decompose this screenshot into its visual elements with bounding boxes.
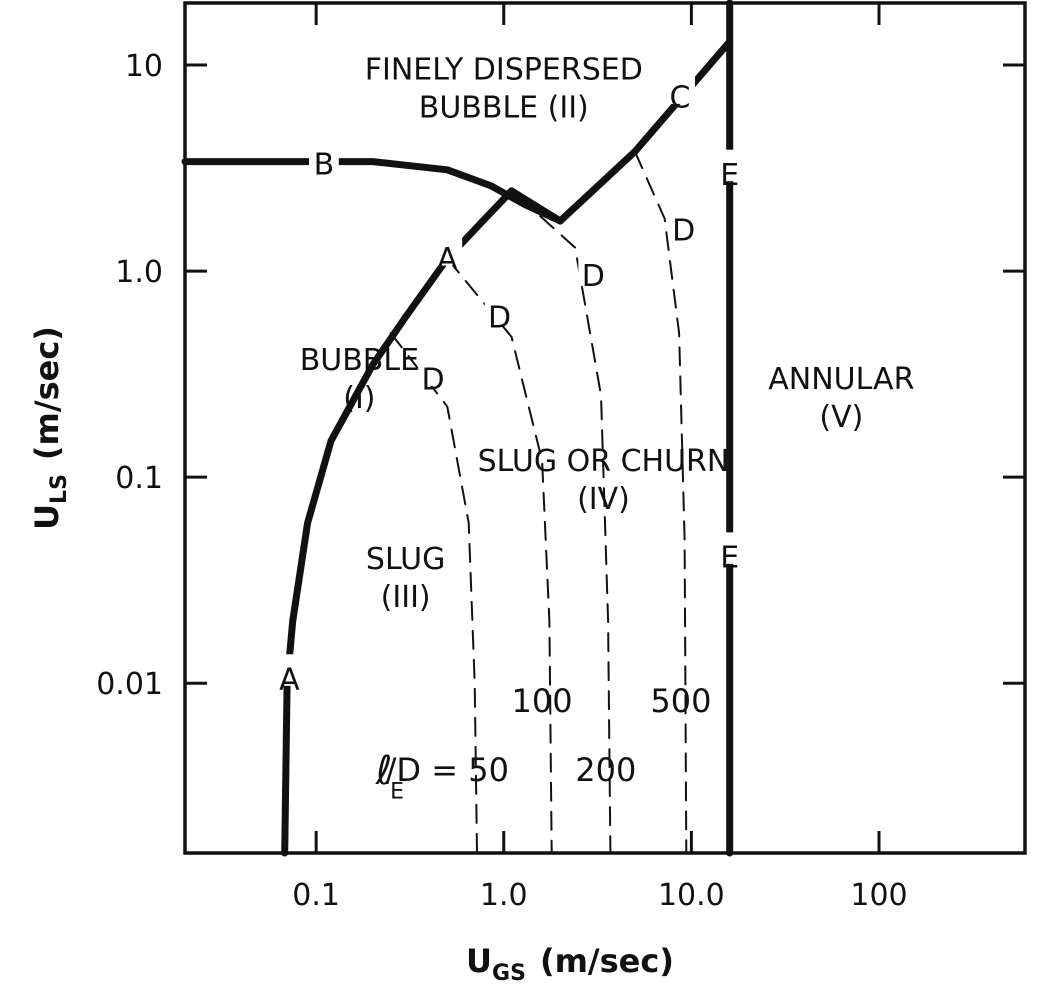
line-label: D bbox=[422, 362, 445, 397]
x-tick-label: 10.0 bbox=[658, 878, 725, 913]
x-tick-label: 0.1 bbox=[292, 878, 340, 913]
region-label: BUBBLE (II) bbox=[419, 91, 589, 126]
y-tick-label: 0.1 bbox=[115, 461, 163, 496]
line-label-bg bbox=[668, 205, 699, 238]
annotation-label: 100 bbox=[512, 682, 573, 720]
region-label: ANNULAR bbox=[768, 362, 914, 397]
x-axis-title: UGS (m/sec) bbox=[466, 942, 674, 986]
x-tick-label: 1.0 bbox=[480, 878, 528, 913]
boundary-d-line bbox=[633, 150, 688, 854]
line-label: E bbox=[720, 158, 739, 193]
line-label: A bbox=[437, 242, 458, 277]
line-label-bg bbox=[432, 234, 463, 266]
annotation-label: E bbox=[390, 780, 404, 805]
line-label: E bbox=[720, 540, 739, 575]
line-label: C bbox=[670, 80, 691, 115]
y-tick-label: 0.01 bbox=[96, 667, 163, 702]
line-label-bg bbox=[274, 654, 305, 686]
region-label: (V) bbox=[819, 400, 863, 435]
line-label-bg bbox=[309, 139, 339, 172]
region-label: FINELY DISPERSED bbox=[365, 53, 643, 88]
line-label: D bbox=[488, 300, 511, 335]
line-label: D bbox=[582, 259, 605, 294]
line-label-bg bbox=[418, 354, 448, 386]
region-label: (III) bbox=[381, 580, 431, 615]
boundary-d-line bbox=[517, 195, 612, 854]
x-tick-label: 100 bbox=[850, 878, 907, 913]
region-label: SLUG bbox=[366, 542, 445, 577]
boundary-b-line bbox=[181, 158, 564, 225]
line-label: D bbox=[672, 214, 695, 249]
annotation-label: 500 bbox=[650, 682, 711, 720]
annotation-label: ℓ bbox=[375, 748, 393, 794]
annotation-label: 200 bbox=[575, 751, 636, 789]
line-label: B bbox=[314, 148, 335, 183]
line-label-bg bbox=[714, 149, 745, 182]
boundary-lines bbox=[181, 0, 734, 857]
boundary-a-line bbox=[281, 187, 515, 857]
y-tick-label: 10 bbox=[125, 49, 163, 84]
line-label-bg bbox=[714, 532, 745, 564]
line-label-bg bbox=[484, 292, 515, 324]
line-label-bg bbox=[578, 251, 609, 283]
region-label: (IV) bbox=[577, 482, 630, 517]
region-label: SLUG OR CHURN bbox=[478, 444, 730, 479]
region-label: BUBBLE bbox=[300, 343, 419, 378]
axis-ticks: 0.1 1.0 10.0 100 10 1.0 0.1 0.01 bbox=[96, 3, 1025, 913]
line-label-bg bbox=[665, 72, 695, 104]
plot-frame bbox=[183, 1, 1027, 855]
y-tick-label: 1.0 bbox=[115, 255, 163, 290]
annotation-label: /D = 50 bbox=[386, 751, 509, 789]
y-axis-title: ULS(m/sec) bbox=[28, 326, 72, 530]
line-label: A bbox=[279, 662, 300, 697]
region-label: (I) bbox=[343, 381, 375, 416]
